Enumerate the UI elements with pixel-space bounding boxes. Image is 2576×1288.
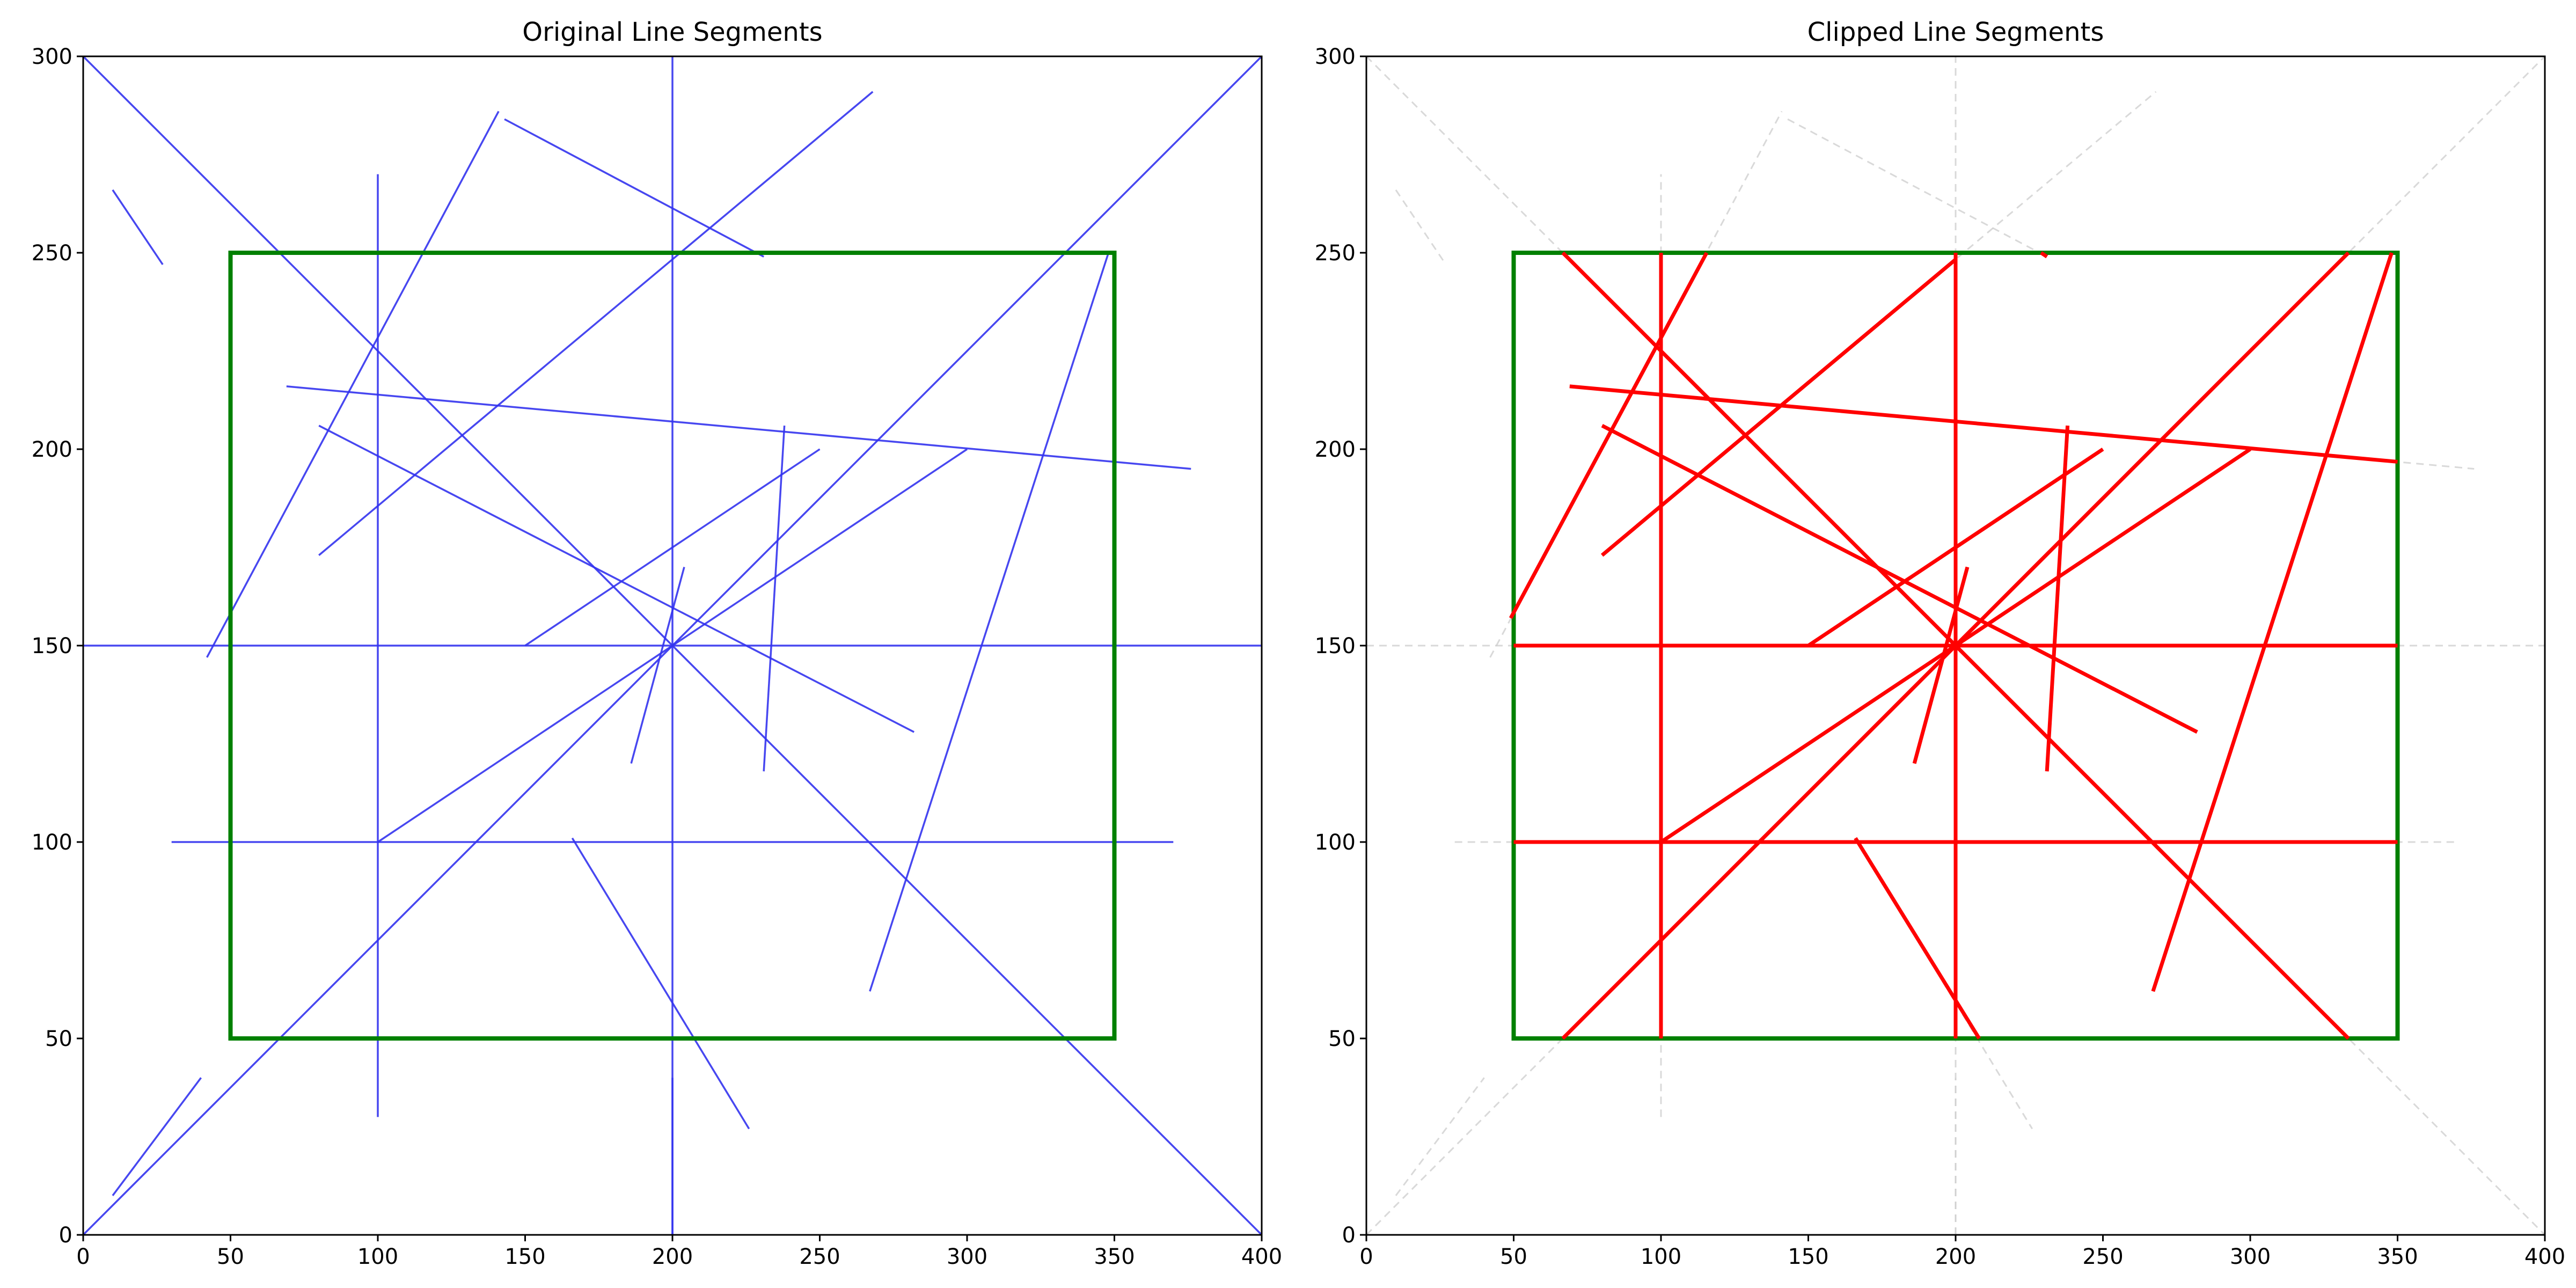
clipped-clipped-segment-12 <box>1660 448 2251 844</box>
clipped-xtick-label-2: 100 <box>1641 1245 1681 1269</box>
clipped-clipped-segment-9 <box>1600 258 1957 557</box>
original-ytick-label-1: 50 <box>45 1027 72 1051</box>
original-ytick-label-5: 250 <box>32 241 72 266</box>
original-xtick-label-5: 250 <box>799 1245 840 1269</box>
original-segment-12 <box>377 448 968 843</box>
original-xtick-label-6: 300 <box>947 1245 987 1269</box>
original-segment-10 <box>504 118 765 258</box>
clipped-xtick-label-3: 150 <box>1788 1245 1828 1269</box>
clipped-ticks-layer: 0 50 100 150 200 250 300 350 400 0 50 100 150 200 250 3… <box>1315 45 2566 1269</box>
original-segment-16 <box>869 252 1110 992</box>
clipped-clipped-segment-10 <box>2040 251 2048 259</box>
original-clip-window <box>228 251 1117 1041</box>
original-ytick-label-3: 150 <box>32 634 72 658</box>
clipped-clipped-segment-13 <box>1912 566 1970 764</box>
original-ytick-label-6: 300 <box>32 45 72 69</box>
clipped-clipped-segment-7 <box>1601 423 2198 734</box>
clipped-xtick-label-8: 400 <box>2524 1245 2565 1269</box>
original-segment-17 <box>112 189 164 265</box>
original-segment-15 <box>571 837 750 1130</box>
original-ticks-layer: 0 50 100 150 200 250 300 350 400 0 50 100 150 200 250 3… <box>32 45 1283 1269</box>
clipped-xtick-label-1: 50 <box>1500 1245 1527 1269</box>
clipped-xtick-label-0: 0 <box>1359 1245 1373 1269</box>
clipped-clipped-segment-15 <box>1854 837 1981 1040</box>
clipped-clipped-segment-8 <box>1509 252 1709 619</box>
clipped-ytick-label-2: 100 <box>1315 830 1356 855</box>
clipped-ytick-label-0: 0 <box>1342 1223 1356 1248</box>
clipped-ytick-label-4: 200 <box>1315 437 1356 462</box>
original-xtick-label-1: 50 <box>217 1245 244 1269</box>
original-segments-layer <box>82 55 1263 1236</box>
original-segment-13 <box>630 567 685 764</box>
original-xtick-label-3: 150 <box>504 1245 545 1269</box>
original-xtick-label-0: 0 <box>76 1245 90 1269</box>
original-chart: Original Line Segments 0 50 100 150 200 250 30… <box>32 17 1283 1269</box>
original-segment-11 <box>524 448 821 647</box>
clipped-ytick-label-1: 50 <box>1328 1027 1356 1051</box>
clipped-clipped-segment-6 <box>1569 384 2398 464</box>
clipped-ytick-label-3: 150 <box>1315 634 1356 658</box>
original-xtick-label-7: 350 <box>1094 1245 1135 1269</box>
clipped-clipped-segment-11 <box>1807 448 2104 647</box>
original-segment-18 <box>112 1077 202 1196</box>
clipped-plot-frame <box>1365 55 2546 1236</box>
clipped-xtick-label-6: 300 <box>2230 1245 2271 1269</box>
clipped-chart: Clipped Line Segments 0 50 100 150 200 250 300… <box>1315 17 2566 1269</box>
clipped-ghost-segment-17 <box>1395 189 1447 265</box>
original-segment-8 <box>206 111 500 658</box>
original-chart-title: Original Line Segments <box>522 17 822 47</box>
clipped-chart-title: Clipped Line Segments <box>1807 17 2104 47</box>
original-xtick-label-4: 200 <box>652 1245 693 1269</box>
clipped-clipped-segment-14 <box>2045 425 2070 772</box>
original-plot-frame <box>82 55 1263 1236</box>
clipped-clipped-segment-16 <box>2151 252 2394 992</box>
original-segment-14 <box>763 425 786 772</box>
clipped-red-segments-layer <box>1509 251 2398 1040</box>
original-segment-6 <box>286 385 1191 470</box>
clipped-xtick-label-7: 350 <box>2377 1245 2418 1269</box>
clipped-xtick-label-5: 250 <box>2082 1245 2123 1269</box>
clipped-ghost-segment-10 <box>1787 118 2047 258</box>
original-ytick-label-4: 200 <box>32 437 72 462</box>
original-xtick-label-2: 100 <box>357 1245 398 1269</box>
clipped-ytick-label-6: 300 <box>1315 45 1356 69</box>
original-ytick-label-2: 100 <box>32 830 72 855</box>
original-clip-window-layer <box>228 251 1117 1041</box>
clipped-xtick-label-4: 200 <box>1935 1245 1976 1269</box>
original-ytick-label-0: 0 <box>59 1223 72 1248</box>
original-segment-7 <box>318 425 914 733</box>
clipped-ghost-segment-18 <box>1395 1077 1485 1196</box>
clipped-ytick-label-5: 250 <box>1315 241 1356 266</box>
original-xtick-label-8: 400 <box>1241 1245 1282 1269</box>
original-segment-9 <box>318 91 874 556</box>
